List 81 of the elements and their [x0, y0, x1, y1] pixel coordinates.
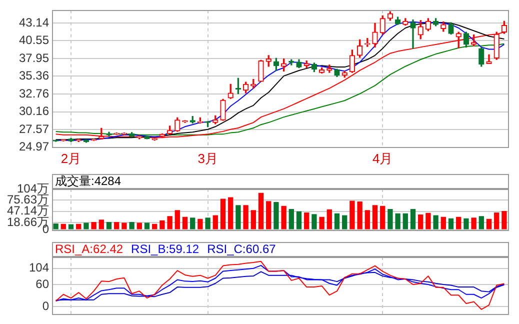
bar: [402, 213, 408, 230]
y-tick-label: 27.57: [18, 122, 50, 136]
bar: [478, 216, 484, 230]
y-tick-label: 24.97: [18, 140, 50, 154]
bar: [220, 198, 226, 230]
chart-title: 成交量:4284: [55, 174, 122, 188]
x-tick-label: 3月: [198, 150, 218, 166]
bar: [243, 205, 248, 230]
bar: [471, 218, 476, 230]
bar: [106, 222, 112, 230]
bar: [76, 224, 82, 230]
bar: [122, 222, 127, 230]
bar: [448, 218, 454, 230]
bar: [440, 216, 446, 230]
bar: [152, 224, 158, 230]
y-tick-label: 47.14万: [6, 204, 49, 218]
bar: [160, 220, 165, 230]
y-tick-label: 32.76: [18, 86, 50, 100]
bar: [182, 216, 188, 230]
bar: [266, 201, 272, 230]
bar: [281, 206, 286, 230]
bar: [174, 210, 180, 230]
bar: [167, 216, 172, 230]
bar: [296, 211, 302, 230]
bar: [274, 202, 279, 230]
bar: [410, 209, 416, 230]
bar: [502, 210, 507, 230]
bar: [84, 222, 89, 230]
series-label: RSI_C:60.67: [207, 242, 276, 256]
bar: [319, 216, 324, 230]
bar: [350, 200, 355, 230]
y-tick-label: 30.16: [18, 104, 50, 118]
y-tick-label: 37.95: [18, 50, 50, 65]
bar: [228, 197, 234, 230]
bar: [433, 215, 438, 230]
bar: [395, 213, 400, 230]
bar: [68, 224, 74, 230]
y-tick-label: 104: [28, 260, 50, 275]
bar: [144, 222, 150, 230]
bar: [190, 218, 196, 230]
bar: [426, 212, 431, 230]
bar: [258, 192, 264, 230]
y-tick-label: 0: [42, 298, 50, 313]
candlestick: [410, 19, 416, 49]
y-tick-label: 43.14: [18, 15, 50, 30]
bar: [53, 224, 58, 230]
bar: [129, 222, 134, 230]
y-tick-label: 35.36: [18, 68, 50, 83]
bar: [494, 212, 500, 230]
y-tick-label: 104万: [16, 181, 49, 196]
bar: [304, 212, 310, 230]
bar: [198, 218, 203, 230]
bar: [98, 220, 104, 230]
bar: [91, 222, 96, 230]
bar: [236, 205, 241, 230]
bar: [418, 214, 424, 230]
bar: [464, 218, 469, 230]
bar: [212, 215, 218, 230]
bar: [334, 213, 340, 230]
bar: [456, 216, 462, 230]
bar: [60, 224, 66, 230]
bar: [486, 218, 492, 230]
bar: [205, 218, 210, 230]
bar: [388, 209, 393, 230]
y-tick-label: 60: [36, 276, 50, 291]
x-tick-label: 2月: [60, 150, 82, 166]
x-tick-label: 4月: [372, 150, 393, 166]
y-tick-label: 40.55: [18, 32, 50, 47]
series-label: RSI_A:62.42: [55, 242, 124, 256]
text: RSI_B:59.12: [131, 242, 200, 256]
bar: [342, 215, 348, 230]
bar: [372, 205, 378, 230]
bar: [364, 210, 370, 230]
bar: [114, 222, 120, 230]
bar: [326, 209, 332, 230]
bar: [250, 210, 256, 230]
bar: [380, 206, 386, 230]
bar: [312, 214, 317, 230]
bar: [357, 202, 362, 230]
bar: [136, 222, 142, 230]
bar: [288, 209, 294, 230]
